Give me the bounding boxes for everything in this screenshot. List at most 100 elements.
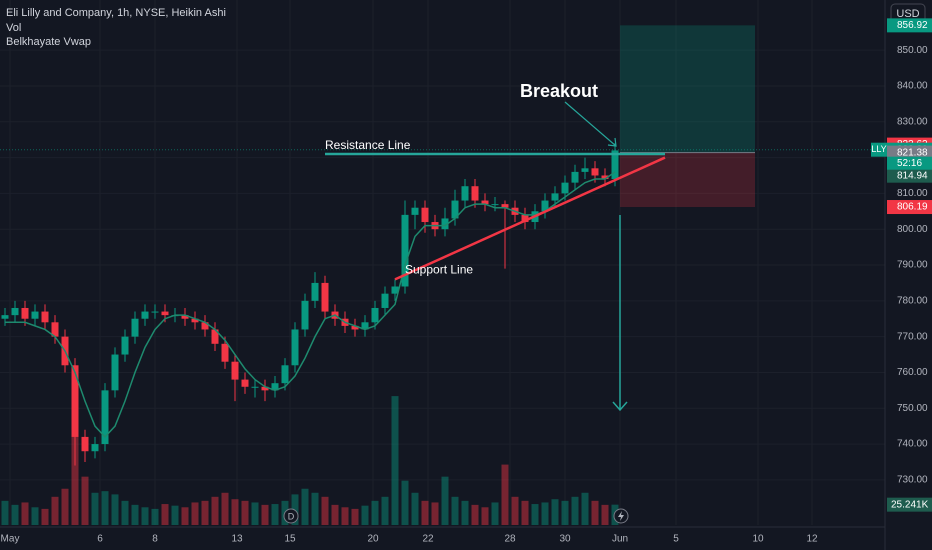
volume-bar <box>381 496 389 525</box>
candle-body <box>561 182 569 194</box>
countdown-tag <box>887 156 932 170</box>
y-tick-label: 730.00 <box>897 475 928 486</box>
candle-body <box>481 200 489 205</box>
volume-bar <box>231 499 239 525</box>
candle-body <box>451 200 459 219</box>
countdown: 52:16 <box>897 158 922 169</box>
price-tag <box>887 145 932 160</box>
candle-body <box>551 193 559 201</box>
candle-body <box>221 343 229 362</box>
volume-bar <box>511 496 519 525</box>
volume-bar <box>351 508 359 525</box>
volume-bar <box>181 507 189 525</box>
candle-body <box>401 214 409 287</box>
x-tick-label: 6 <box>97 534 103 545</box>
candle-body <box>351 325 359 330</box>
candle-body <box>461 186 469 201</box>
x-tick-label: 28 <box>504 534 516 545</box>
price-tag <box>887 18 932 33</box>
candle-body <box>251 386 259 388</box>
breakout-arrow <box>564 101 617 147</box>
volume-bar <box>121 500 129 525</box>
candle-body <box>181 315 189 319</box>
volume-bar <box>481 507 489 525</box>
volume-bar <box>451 496 459 525</box>
x-tick-label: 8 <box>152 534 158 545</box>
volume-bar <box>391 396 399 525</box>
candle-body <box>501 204 509 208</box>
y-tick-label: 740.00 <box>897 439 928 450</box>
candle-body <box>271 383 279 391</box>
volume-bar <box>261 504 269 525</box>
price-tag-label: 821.38 <box>897 147 928 158</box>
candle-body <box>281 365 289 384</box>
volume-bar <box>561 500 569 525</box>
candle-body <box>571 171 579 183</box>
currency-label[interactable]: USD <box>896 8 919 20</box>
volume-bar <box>551 499 559 525</box>
x-tick-label: 12 <box>806 534 818 545</box>
candle-body <box>41 311 49 323</box>
plot <box>1 25 755 525</box>
volume-bar <box>581 492 589 525</box>
breakout-label: Breakout <box>520 81 598 101</box>
volume-bar <box>521 500 529 525</box>
volume-bar <box>11 504 19 525</box>
volume-bar <box>441 476 449 525</box>
volume-tag-label: 25.241K <box>891 499 929 510</box>
volume-bar <box>461 500 469 525</box>
candle-body <box>91 444 99 452</box>
price-tag-label: 814.94 <box>897 170 928 181</box>
candle-body <box>111 354 119 391</box>
x-tick-label: 5 <box>673 534 679 545</box>
resistance-label: Resistance Line <box>325 138 411 152</box>
candle-body <box>311 282 319 301</box>
y-tick-label: 800.00 <box>897 224 928 235</box>
volume-bar <box>111 494 119 525</box>
candle-body <box>1 315 9 319</box>
candle-body <box>421 207 429 223</box>
support-line <box>394 156 666 281</box>
x-tick-label: 30 <box>559 534 571 545</box>
vwap-line <box>5 171 616 439</box>
x-tick-label: May <box>1 534 20 545</box>
candle-body <box>491 204 499 206</box>
candle-body <box>361 322 369 330</box>
candle-body <box>541 200 549 212</box>
volume-bar <box>401 480 409 525</box>
x-tick-label: 20 <box>367 534 379 545</box>
volume-bar <box>131 504 139 525</box>
candle-body <box>601 175 609 180</box>
y-tick-label: 830.00 <box>897 116 928 127</box>
volume-bar <box>501 464 509 525</box>
volume-bar <box>431 502 439 525</box>
volume-bar <box>311 492 319 525</box>
candle-body <box>101 390 109 445</box>
candle-body <box>81 436 89 452</box>
volume-bar <box>591 500 599 525</box>
candle-body <box>581 168 589 172</box>
candle-body <box>411 207 419 215</box>
dividend-marker[interactable] <box>283 508 299 524</box>
candle-body <box>391 286 399 294</box>
volume-bar <box>421 500 429 525</box>
volume-bar <box>161 504 169 525</box>
target-zone <box>620 25 755 153</box>
candle-body <box>211 329 219 344</box>
volume-bar <box>531 504 539 525</box>
x-tick-label: 15 <box>284 534 296 545</box>
stop-zone <box>620 152 755 208</box>
volume-bar <box>151 508 159 525</box>
y-tick-label: 790.00 <box>897 260 928 271</box>
x-tick-label: 13 <box>231 534 243 545</box>
candle-body <box>191 318 199 323</box>
price-tag-label: 806.19 <box>897 202 928 213</box>
y-tick-label: 760.00 <box>897 367 928 378</box>
volume-bar <box>321 496 329 525</box>
y-tick-label: 770.00 <box>897 331 928 342</box>
volume-bar <box>1 500 9 525</box>
candle-body <box>201 322 209 330</box>
volume-bar <box>491 502 499 525</box>
volume-bar <box>601 504 609 525</box>
